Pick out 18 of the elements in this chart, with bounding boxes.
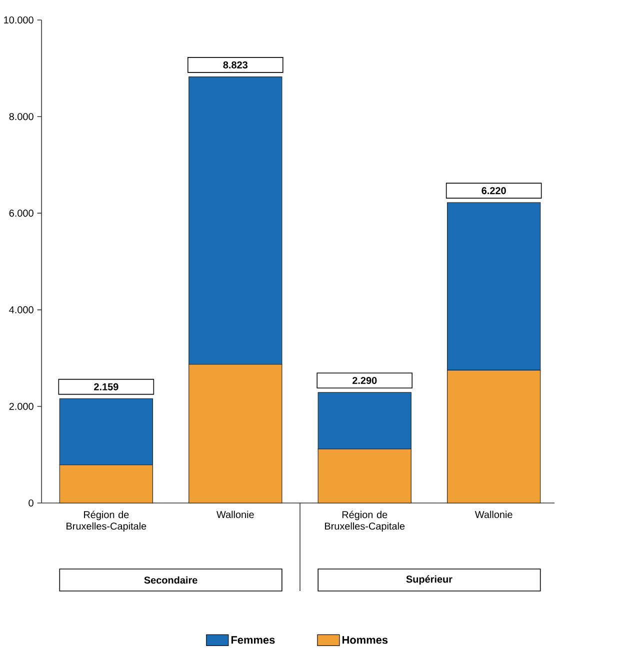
x-tick-label: Région de Bruxelles-Capitale <box>324 510 404 532</box>
total-label: 6.220 <box>482 187 506 194</box>
y-tick-label: 4.000 <box>9 306 34 314</box>
text: Supérieur <box>406 575 452 585</box>
y-tick-label: 10.000 <box>4 16 34 24</box>
legend-label: Femmes <box>231 636 275 644</box>
y-tick-label: 2.000 <box>9 402 34 410</box>
y-tick-label: 6.000 <box>9 210 34 217</box>
total-label: 8.823 <box>223 61 248 68</box>
y-tick-label: 0 <box>28 499 34 507</box>
total-label: 2.159 <box>94 383 118 390</box>
legend-label: Hommes <box>342 636 388 644</box>
x-tick-label: Wallonie <box>216 510 254 518</box>
text: Secondaire <box>144 576 198 584</box>
x-tick-label: Région de Bruxelles-Capitale <box>66 510 146 532</box>
x-tick-label: Wallonie <box>474 510 512 518</box>
total-label: 2.290 <box>352 376 377 384</box>
y-tick-label: 8.000 <box>9 113 34 120</box>
